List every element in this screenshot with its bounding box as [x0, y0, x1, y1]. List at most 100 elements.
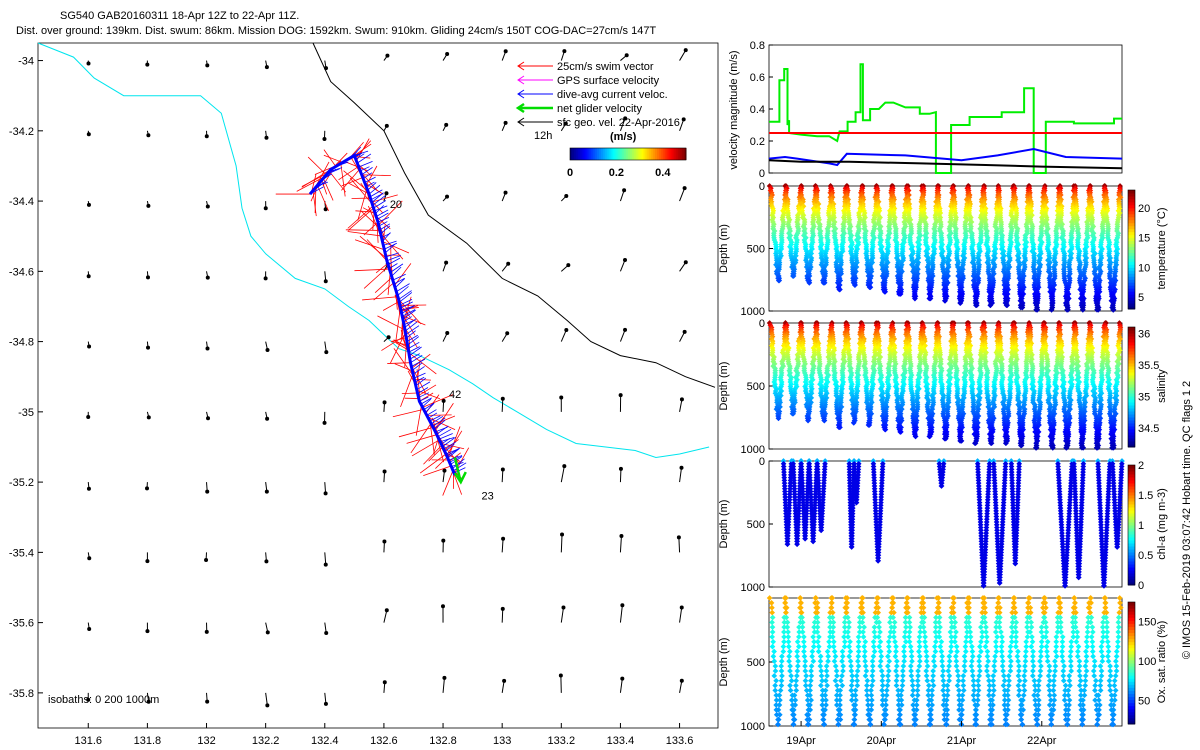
dac-vector — [431, 415, 444, 425]
header-title-line1: SG540 GAB20160311 18-Apr 12Z to 22-Apr 1… — [60, 10, 300, 22]
dac-vector — [451, 458, 465, 470]
swim-vector — [373, 282, 394, 301]
swim-vector — [382, 241, 410, 254]
dac-vector — [364, 176, 376, 183]
sfc-velocity-arrowhead — [384, 123, 389, 128]
swim-vector — [366, 239, 388, 262]
colorbar-cell — [639, 148, 643, 160]
sfc-velocity-arrowhead — [440, 604, 445, 609]
swim-vector — [419, 453, 447, 474]
colorbar-cell — [649, 148, 652, 160]
isobath-note: isobaths: 0 200 1000m — [48, 694, 159, 706]
swim-vector — [395, 342, 409, 351]
colorbar-cell — [583, 148, 586, 160]
colorbar-cell — [674, 148, 677, 160]
sfc-velocity-arrowhead — [502, 678, 507, 683]
sfc-velocity-arrowhead — [623, 327, 628, 332]
dac-vector — [447, 448, 460, 459]
sfc-velocity-arrowhead — [566, 263, 571, 268]
colorbar-label: (m/s) — [610, 131, 637, 143]
map-ytick-label: -35.8 — [9, 688, 34, 700]
dac-vector — [401, 305, 415, 314]
dac-vector — [406, 334, 418, 342]
sfc-velocity-arrowhead — [681, 117, 686, 122]
legend-entry-label: net glider velocity — [557, 103, 642, 115]
dac-vector — [443, 441, 457, 450]
map-xtick-label: 131.6 — [74, 735, 102, 747]
sfc-velocity-arrowhead — [505, 331, 510, 336]
sfc-velocity-arrow — [560, 466, 565, 483]
sfc-velocity-arrowhead — [500, 396, 505, 401]
sfc-velocity-arrow — [324, 552, 327, 565]
dac-vector — [437, 428, 452, 438]
swim-vector — [423, 444, 443, 465]
sfc-velocity-arrowhead — [145, 486, 150, 491]
swim-vector — [429, 421, 435, 455]
dac-vector — [410, 355, 423, 364]
sfc-velocity-arrowhead — [323, 701, 328, 706]
colorbar-cell — [581, 148, 585, 160]
dac-vector — [407, 336, 420, 346]
dac-vector — [423, 402, 435, 411]
sfc-velocity-arrow — [619, 605, 623, 623]
temperature-colorbar-label: temperature (°C) — [1156, 207, 1168, 289]
dac-vector — [442, 436, 456, 447]
dac-vector — [412, 362, 423, 371]
colorbar-cell — [1128, 285, 1135, 289]
colorbar-cell — [1128, 288, 1135, 292]
swim-vector — [393, 348, 415, 377]
sfc-velocity-arrowhead — [445, 51, 450, 56]
dac-vector — [422, 398, 432, 408]
dac-vector — [404, 318, 417, 328]
colorbar-cell — [624, 148, 627, 160]
sfc-velocity-field — [86, 48, 688, 708]
colorbar-tick-label: 5 — [1138, 292, 1144, 304]
colorbar-cell — [645, 148, 648, 160]
dac-vector — [446, 447, 460, 457]
header-title-line2: Dist. over ground: 139km. Dist. swum: 86… — [16, 25, 657, 37]
swim-vector — [341, 177, 363, 187]
dac-vector — [397, 286, 409, 296]
swim-vector — [307, 156, 327, 176]
colorbar-cell — [1128, 222, 1135, 227]
dac-vector — [365, 181, 375, 187]
dac-vector — [367, 182, 377, 191]
dac-vector — [429, 415, 441, 422]
dac-vector — [390, 263, 404, 273]
dac-vector — [378, 221, 388, 227]
sfc-velocity-arrowhead — [386, 335, 391, 340]
sfc-velocity-arrowhead — [205, 63, 210, 68]
swim-vector — [359, 235, 387, 259]
isobath-1000m-line — [312, 42, 716, 388]
sfc-velocity-arrowhead — [562, 49, 567, 54]
dac-vector — [418, 392, 430, 398]
sfc-velocity-arrowhead — [382, 469, 387, 474]
map-colorbar: (m/s)0 0.2 0.4 — [567, 131, 687, 179]
colorbar-cell — [606, 148, 610, 160]
swim-vector — [422, 394, 453, 408]
dac-vector — [413, 372, 426, 379]
dac-vector — [393, 277, 405, 285]
sfc-velocity-arrow — [501, 608, 504, 623]
sfc-velocity-arrowhead — [146, 415, 151, 420]
colorbar-cell — [680, 148, 683, 160]
map-xtick-label: 132.2 — [252, 735, 280, 747]
dac-vector — [411, 358, 426, 367]
map-xtick-label: 132.8 — [429, 735, 457, 747]
colorbar-tick-label: 20 — [1138, 203, 1150, 215]
colorbar-cell — [575, 148, 579, 160]
colorbar-cell — [570, 148, 573, 160]
legend-arrowhead — [515, 102, 525, 114]
colorbar-cell — [1128, 225, 1135, 230]
sfc-velocity-arrowhead — [324, 630, 329, 635]
sfc-velocity-arrowhead — [679, 465, 684, 470]
sfc-velocity-arrowhead — [500, 467, 505, 472]
sfc-velocity-arrow — [619, 678, 623, 693]
swim-vector — [447, 426, 461, 459]
swim-vector — [341, 168, 360, 191]
sfc-velocity-arrow — [560, 329, 567, 342]
sfc-velocity-arrowhead — [145, 629, 150, 634]
colorbar-cell — [635, 148, 639, 160]
dac-vector — [453, 467, 466, 474]
